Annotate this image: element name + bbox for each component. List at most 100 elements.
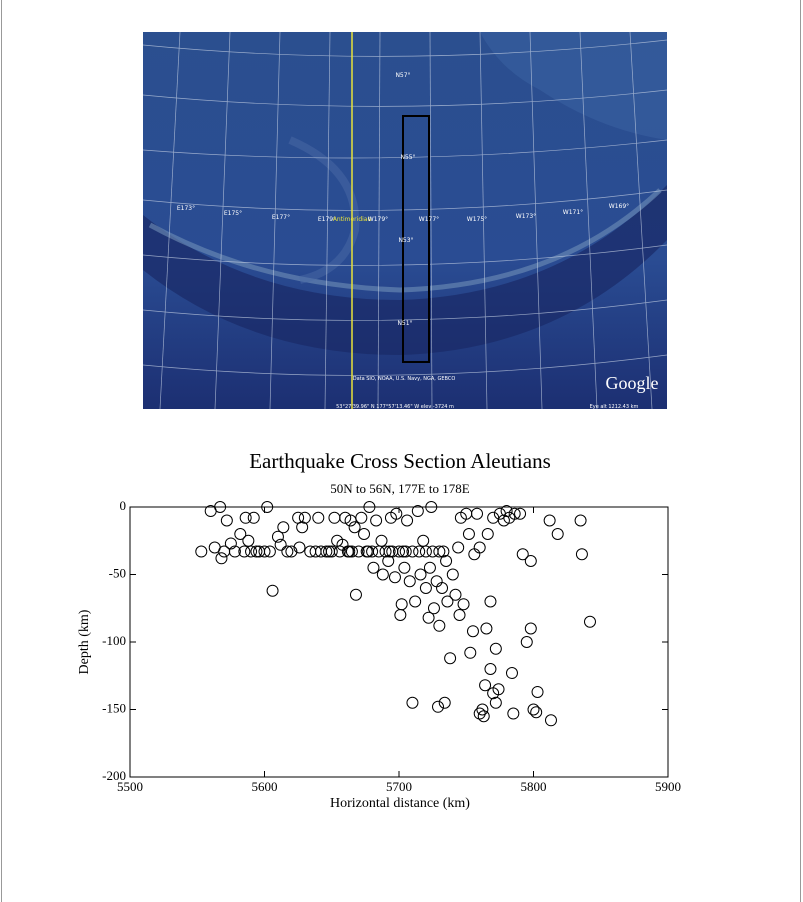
data-point [398, 561, 411, 574]
data-point [325, 545, 338, 558]
data-point [433, 619, 446, 632]
data-point [355, 511, 368, 524]
lon-label: W171° [563, 209, 583, 216]
data-point [476, 703, 489, 716]
data-point [477, 710, 490, 723]
data-point [466, 625, 479, 638]
data-point [464, 646, 477, 659]
data-point [277, 521, 290, 534]
lat-label: N55° [400, 154, 415, 161]
data-point [507, 707, 520, 720]
data-point [453, 609, 466, 621]
data-point [427, 602, 440, 615]
data-point [436, 582, 449, 594]
map-logo: Google [606, 373, 659, 393]
data-point [508, 507, 521, 520]
data-point [452, 541, 465, 554]
lon-label: Antimeridian [333, 216, 372, 223]
data-point [524, 555, 537, 567]
data-point [345, 545, 358, 558]
x-tick-label: 5800 [521, 779, 547, 794]
data-point [395, 598, 408, 611]
data-point [411, 505, 424, 518]
data-point [489, 696, 502, 709]
data-point [220, 514, 233, 527]
data-point [274, 538, 287, 551]
data-point [320, 545, 333, 558]
data-point [492, 683, 505, 696]
data-point [583, 615, 596, 628]
data-point [250, 545, 263, 558]
data-point [406, 545, 419, 558]
data-point [425, 501, 438, 513]
data-point [481, 528, 494, 540]
lon-label: W169° [609, 203, 629, 210]
y-tick-label: -200 [102, 768, 126, 783]
data-point [516, 548, 529, 561]
lon-label: W179° [368, 216, 388, 223]
lon-label: E179° [318, 216, 336, 223]
data-point [574, 514, 587, 527]
lat-label: N53° [398, 237, 413, 244]
data-point [479, 679, 492, 692]
data-point [440, 555, 453, 567]
data-point [323, 545, 336, 558]
data-point [247, 511, 260, 524]
y-tick-label: -150 [102, 700, 126, 715]
x-tick-label: 5500 [117, 779, 143, 794]
data-point [298, 511, 311, 524]
section-box [402, 115, 430, 363]
lat-label: N51° [397, 320, 412, 327]
data-point [414, 568, 427, 581]
data-point [514, 507, 527, 520]
data-point [480, 622, 493, 635]
lon-label: E175° [224, 210, 242, 217]
data-point [245, 545, 258, 558]
lat-label: N57° [395, 72, 410, 79]
data-point [505, 667, 518, 680]
data-point [393, 545, 405, 558]
lon-label: E173° [177, 205, 195, 212]
data-point [266, 584, 279, 597]
data-point [271, 530, 284, 543]
map-eye-alt: Eye alt 1212.43 km [590, 404, 639, 410]
data-point [438, 696, 451, 709]
data-point [419, 582, 432, 594]
data-point [296, 521, 309, 534]
data-point [432, 700, 445, 713]
data-point [409, 595, 422, 608]
data-point [530, 706, 543, 719]
data-point [224, 537, 237, 550]
data-point [403, 575, 416, 588]
data-point [471, 507, 484, 520]
data-point [390, 507, 403, 520]
data-point [234, 528, 247, 540]
data-point [422, 611, 435, 624]
x-tick-label: 5900 [655, 779, 681, 794]
map: N57° N55° N53° N51° E173° E175° E177° E1… [143, 32, 667, 410]
data-point [348, 521, 361, 534]
data-point [446, 568, 459, 581]
data-point [551, 528, 564, 540]
data-point [258, 545, 271, 558]
lon-label: E177° [272, 214, 290, 221]
data-point [263, 545, 276, 558]
lon-label: W177° [419, 216, 439, 223]
data-point [383, 545, 396, 558]
data-point [413, 545, 426, 558]
data-point [397, 545, 410, 558]
data-point [293, 541, 306, 554]
data-point [497, 514, 510, 527]
x-tick-label: 5700 [386, 779, 412, 794]
data-point [370, 514, 383, 527]
map-terrain [143, 32, 667, 409]
data-point [457, 598, 470, 611]
data-point [349, 588, 362, 601]
data-point [214, 501, 227, 513]
y-axis-label: Depth (km) [77, 609, 92, 674]
data-point [399, 545, 412, 558]
data-point [575, 548, 588, 561]
data-point [215, 552, 228, 565]
data-point [376, 568, 389, 581]
